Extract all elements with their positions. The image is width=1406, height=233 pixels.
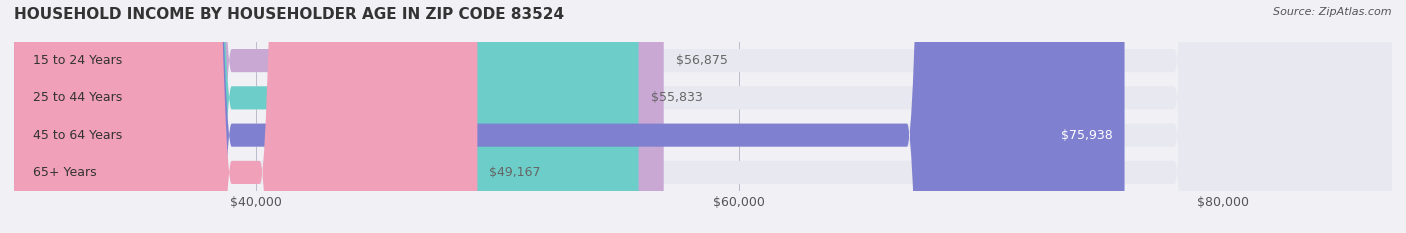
FancyBboxPatch shape (14, 0, 1392, 233)
FancyBboxPatch shape (14, 0, 638, 233)
Text: $56,875: $56,875 (676, 54, 728, 67)
Text: Source: ZipAtlas.com: Source: ZipAtlas.com (1274, 7, 1392, 17)
FancyBboxPatch shape (14, 0, 1392, 233)
Text: $49,167: $49,167 (489, 166, 541, 179)
Text: 65+ Years: 65+ Years (34, 166, 97, 179)
FancyBboxPatch shape (14, 0, 478, 233)
FancyBboxPatch shape (14, 0, 1125, 233)
Text: $55,833: $55,833 (651, 91, 703, 104)
FancyBboxPatch shape (14, 0, 664, 233)
Text: 45 to 64 Years: 45 to 64 Years (34, 129, 122, 142)
Text: 15 to 24 Years: 15 to 24 Years (34, 54, 122, 67)
Text: HOUSEHOLD INCOME BY HOUSEHOLDER AGE IN ZIP CODE 83524: HOUSEHOLD INCOME BY HOUSEHOLDER AGE IN Z… (14, 7, 564, 22)
FancyBboxPatch shape (14, 0, 1392, 233)
Text: 25 to 44 Years: 25 to 44 Years (34, 91, 122, 104)
Text: $75,938: $75,938 (1060, 129, 1112, 142)
FancyBboxPatch shape (14, 0, 1392, 233)
